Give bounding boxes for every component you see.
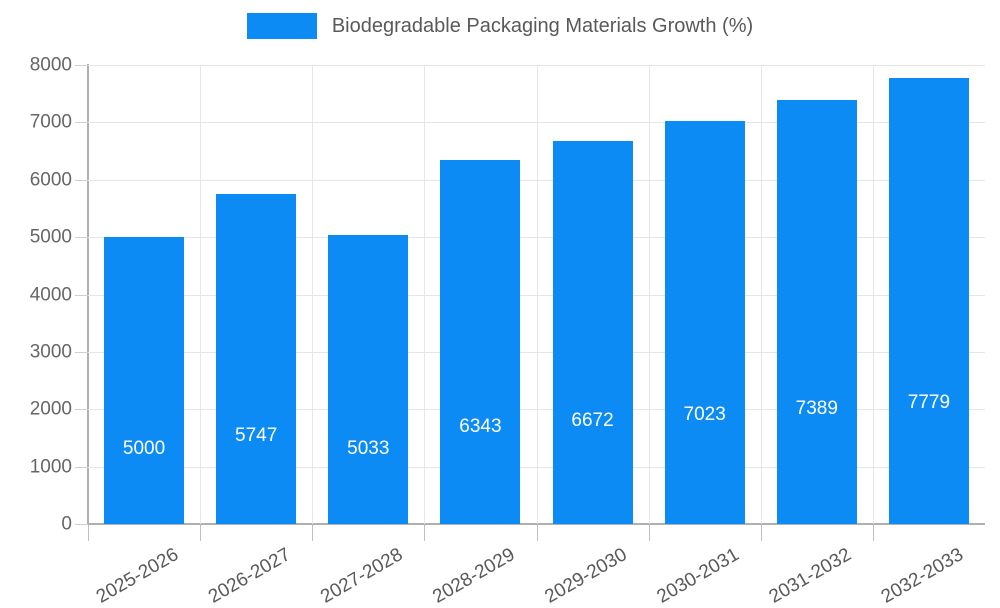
y-tick-mark bbox=[75, 524, 88, 525]
gridline bbox=[88, 237, 985, 239]
y-tick-mark bbox=[75, 466, 88, 468]
y-tick-label: 0 bbox=[61, 513, 72, 535]
category-separator bbox=[649, 65, 650, 524]
legend-label: Biodegradable Packaging Materials Growth… bbox=[331, 15, 754, 37]
x-tick-mark bbox=[761, 525, 762, 541]
x-tick-label: 2030-2031 bbox=[653, 544, 743, 608]
x-tick-label: 2026-2027 bbox=[205, 544, 295, 608]
x-tick-label: 2027-2028 bbox=[317, 544, 407, 608]
y-tick-label: 5000 bbox=[29, 226, 72, 248]
x-tick-label: 2025-2026 bbox=[92, 544, 183, 608]
x-tick-mark bbox=[200, 525, 201, 541]
y-tick-mark bbox=[75, 122, 88, 124]
x-tick-label: 2031-2032 bbox=[765, 544, 855, 608]
x-tick-mark bbox=[873, 525, 874, 541]
gridline bbox=[88, 179, 985, 181]
x-tick-label: 2029-2030 bbox=[541, 544, 631, 608]
x-tick-mark bbox=[649, 525, 650, 541]
x-tick-mark bbox=[88, 525, 89, 541]
y-tick-mark bbox=[75, 237, 88, 239]
gridline bbox=[88, 294, 985, 296]
plot-area: 5000 5747 5033 6343 6672 7023 7389 7779 bbox=[88, 65, 985, 525]
gridline bbox=[88, 351, 985, 353]
chart-legend: Biodegradable Packaging Materials Growth… bbox=[0, 0, 1000, 52]
gridline bbox=[88, 65, 985, 66]
y-tick-label: 6000 bbox=[29, 169, 72, 191]
x-tick-label: 2028-2029 bbox=[429, 544, 519, 608]
category-separator bbox=[200, 65, 201, 524]
gridline bbox=[88, 466, 985, 468]
y-tick-label: 2000 bbox=[29, 398, 72, 420]
y-tick-mark bbox=[75, 179, 88, 181]
x-axis-baseline bbox=[88, 523, 985, 525]
category-separator bbox=[312, 65, 313, 524]
bar[interactable]: 6343 bbox=[440, 160, 521, 524]
y-tick-label: 3000 bbox=[29, 341, 72, 363]
x-tick-mark bbox=[537, 525, 538, 541]
y-tick-label: 1000 bbox=[29, 456, 72, 478]
category-separator bbox=[873, 65, 874, 524]
y-tick-label: 8000 bbox=[29, 54, 72, 76]
category-separator bbox=[537, 65, 538, 524]
bar[interactable]: 5000 bbox=[104, 237, 185, 524]
y-tick-mark bbox=[75, 65, 88, 66]
bar[interactable]: 7389 bbox=[776, 100, 857, 524]
y-tick-mark bbox=[75, 409, 88, 411]
y-tick-label: 4000 bbox=[29, 284, 72, 305]
y-tick-mark bbox=[75, 351, 88, 353]
gridline bbox=[88, 122, 985, 124]
y-tick-label: 7000 bbox=[29, 111, 72, 133]
x-tick-mark bbox=[424, 525, 425, 541]
category-separator bbox=[424, 65, 425, 524]
bar[interactable]: 5747 bbox=[216, 194, 297, 524]
category-separator bbox=[761, 65, 762, 524]
legend-item[interactable]: Biodegradable Packaging Materials Growth… bbox=[246, 13, 754, 39]
x-tick-label: 2032-2033 bbox=[877, 544, 967, 608]
gridline bbox=[88, 409, 985, 411]
y-tick-mark bbox=[75, 294, 88, 296]
legend-color-swatch bbox=[246, 13, 317, 39]
x-tick-mark bbox=[312, 525, 313, 541]
y-axis-tick-labels: 0 1000 2000 3000 4000 5000 6000 7000 8000 bbox=[0, 0, 72, 600]
